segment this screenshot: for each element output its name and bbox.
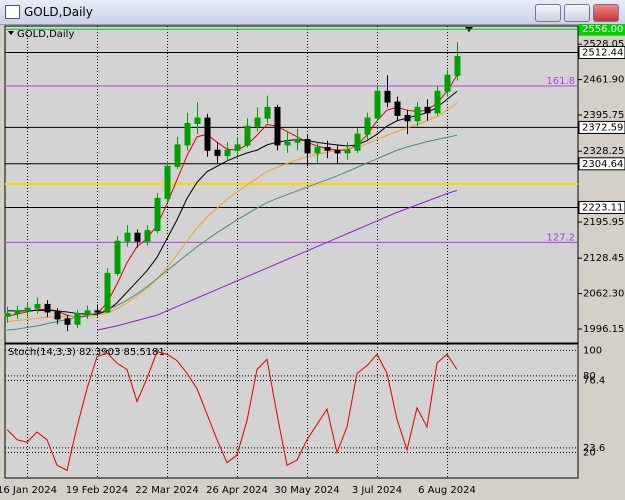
candle-body	[4, 313, 11, 317]
level-label-box	[578, 24, 625, 36]
candle-body	[294, 139, 301, 143]
candle-body	[354, 133, 361, 151]
stoch-label: Stoch(14,3,3) 82.3903 85.5181	[8, 347, 165, 358]
level-label: 2304.64	[582, 159, 623, 170]
candle-body	[254, 117, 261, 127]
candle-body	[114, 240, 121, 274]
indicator-line	[7, 90, 458, 315]
candle-body	[204, 117, 211, 151]
level-label: 2223.11	[582, 202, 623, 213]
x-tick-label: 19 Feb 2024	[66, 485, 128, 496]
stoch-pane	[4, 343, 579, 479]
candle-body	[214, 149, 221, 157]
chart-label: GOLD,Daily	[17, 29, 74, 40]
minimize-button[interactable]	[535, 4, 561, 22]
y-tick-label: 76.4	[583, 375, 605, 386]
x-tick-label: 22 Mar 2024	[135, 485, 198, 496]
candle-body	[24, 307, 31, 312]
candle-body	[194, 117, 201, 124]
candle-body	[234, 144, 241, 151]
x-tick-label: 16 Jan 2024	[0, 485, 57, 496]
y-tick-label: 1996.15	[583, 324, 624, 335]
level-label-box	[578, 157, 625, 171]
candle-body	[284, 141, 291, 146]
candle-body	[304, 139, 311, 154]
candle-body	[454, 56, 461, 76]
candle-body	[134, 232, 141, 242]
candle-body	[324, 147, 331, 151]
candle-body	[84, 310, 91, 315]
fib-label: 161.8	[546, 76, 575, 87]
candle-body	[104, 272, 111, 313]
y-tick-label: 2528.05	[583, 39, 624, 50]
candle-body	[64, 318, 71, 325]
candle-body	[414, 106, 421, 122]
level-label: 2556.00	[582, 24, 623, 35]
candle-body	[274, 106, 281, 146]
candle-body	[404, 114, 411, 122]
x-tick-label: 3 Jul 2024	[352, 485, 402, 496]
candle-body	[174, 144, 181, 167]
candle-body	[344, 149, 351, 154]
y-tick-label: 100	[583, 345, 602, 356]
y-tick-label: 20	[583, 447, 596, 458]
candle-body	[364, 117, 371, 135]
x-tick-label: 6 Aug 2024	[418, 485, 476, 496]
candle-body	[334, 149, 341, 154]
candle-body	[244, 125, 251, 146]
level-label-box	[578, 46, 625, 60]
y-tick-label: 2062.30	[583, 289, 624, 300]
indicator-line	[6, 74, 458, 318]
candle-body	[184, 122, 191, 146]
candle-body	[124, 232, 131, 242]
window-title: GOLD,Daily	[24, 5, 93, 19]
x-tick-label: 26 Apr 2024	[206, 485, 268, 496]
close-button[interactable]	[593, 4, 619, 22]
y-tick-label: 80	[583, 371, 596, 382]
level-label: 2512.44	[582, 48, 623, 59]
candle-body	[44, 303, 51, 313]
candle-body	[224, 149, 231, 157]
candle-body	[34, 303, 41, 309]
y-tick-label: 2461.90	[583, 75, 624, 86]
candle-body	[144, 230, 151, 242]
level-label-box	[578, 200, 625, 214]
indicator-line	[6, 134, 458, 331]
title-bar: GOLD,Daily	[0, 0, 625, 25]
maximize-button[interactable]	[564, 4, 590, 22]
indicator-line	[96, 189, 458, 331]
candle-body	[394, 101, 401, 116]
candle-body	[54, 311, 61, 320]
candle-body	[374, 90, 381, 119]
candle-body	[164, 165, 171, 199]
y-tick-label: 2128.45	[583, 253, 624, 264]
candle-body	[94, 310, 101, 313]
y-tick-label: 2195.95	[583, 217, 624, 228]
candle-body	[444, 74, 451, 92]
candle-body	[154, 197, 161, 232]
pane-marker	[8, 31, 14, 35]
candle-body	[424, 106, 431, 114]
y-tick-label: 2395.75	[583, 110, 624, 121]
x-tick-label: 30 May 2024	[274, 485, 339, 496]
level-label: 2372.59	[582, 122, 623, 133]
candle-body	[384, 90, 391, 103]
fib-label: 127.2	[546, 232, 575, 243]
candle-body	[434, 90, 441, 114]
candle-body	[74, 313, 81, 325]
candle-body	[314, 147, 321, 154]
window-icon	[5, 5, 20, 19]
level-label-box	[578, 120, 625, 134]
candle-body	[14, 310, 21, 315]
candle-body	[264, 106, 271, 119]
y-tick-label: 23.6	[583, 443, 605, 454]
chart: GOLD,Daily Stoch(14,3,3) 82.3903 85.5181…	[0, 24, 625, 496]
indicator-line	[6, 351, 458, 472]
y-tick-label: 2328.25	[583, 146, 624, 157]
